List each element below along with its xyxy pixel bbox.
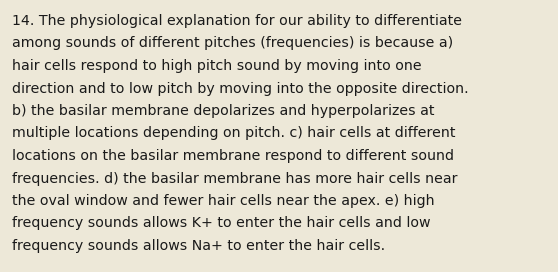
Text: hair cells respond to high pitch sound by moving into one: hair cells respond to high pitch sound b…: [12, 59, 422, 73]
Text: frequency sounds allows Na+ to enter the hair cells.: frequency sounds allows Na+ to enter the…: [12, 239, 385, 253]
Text: b) the basilar membrane depolarizes and hyperpolarizes at: b) the basilar membrane depolarizes and …: [12, 104, 435, 118]
Text: among sounds of different pitches (frequencies) is because a): among sounds of different pitches (frequ…: [12, 36, 453, 51]
Text: the oval window and fewer hair cells near the apex. e) high: the oval window and fewer hair cells nea…: [12, 194, 435, 208]
Text: frequency sounds allows K+ to enter the hair cells and low: frequency sounds allows K+ to enter the …: [12, 217, 431, 230]
Text: direction and to low pitch by moving into the opposite direction.: direction and to low pitch by moving int…: [12, 82, 469, 95]
Text: 14. The physiological explanation for our ability to differentiate: 14. The physiological explanation for ou…: [12, 14, 462, 28]
Text: multiple locations depending on pitch. c) hair cells at different: multiple locations depending on pitch. c…: [12, 126, 455, 141]
Text: frequencies. d) the basilar membrane has more hair cells near: frequencies. d) the basilar membrane has…: [12, 172, 458, 186]
Text: locations on the basilar membrane respond to different sound: locations on the basilar membrane respon…: [12, 149, 454, 163]
